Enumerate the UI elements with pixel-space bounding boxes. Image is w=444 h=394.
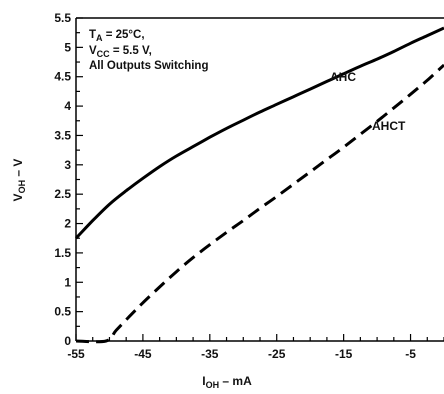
x-tick-label: -55	[67, 347, 85, 361]
y-tick-label: 2	[64, 217, 71, 231]
y-tick-label: 5	[64, 40, 71, 54]
y-tick-label: 3.5	[54, 128, 71, 142]
series-lines	[74, 26, 444, 344]
y-tick-label: 4	[64, 99, 71, 113]
x-tick-label: -25	[268, 347, 286, 361]
y-tick-label: 0	[64, 334, 71, 348]
x-tick-label: -5	[405, 347, 416, 361]
annotation-temperature: TA = 25°C,	[89, 29, 145, 43]
y-axis-label: VOH – V	[11, 159, 27, 202]
y-tick-label: 0.5	[54, 305, 71, 319]
conditions-annotation: TA = 25°C, VCC = 5.5 V, All Outputs Swit…	[89, 29, 208, 72]
y-tick-label: 5.5	[54, 11, 71, 25]
series-line-ahct	[75, 63, 444, 344]
x-tick-label: -15	[335, 347, 353, 361]
y-tick-label: 4.5	[54, 70, 71, 84]
y-tick-label: 1	[64, 275, 71, 289]
y-tick-label: 3	[64, 158, 71, 172]
y-tick-label: 1.5	[54, 246, 71, 260]
x-tick-label: -45	[134, 347, 152, 361]
tick-labels: 0 0.5 1 1.5 2 2.5 3 3.5 4 4.5 5 5.5 -55 -45 -35 -25 -15 -…	[54, 11, 416, 361]
annotation-supply-voltage: VCC = 5.5 V,	[89, 45, 152, 59]
annotation-switching: All Outputs Switching	[89, 60, 208, 72]
series-label-ahc: AHC	[330, 70, 356, 84]
tick-marks	[75, 17, 444, 342]
y-tick-label: 2.5	[54, 187, 71, 201]
x-tick-label: -35	[201, 347, 219, 361]
x-axis-label: IOH – mA	[202, 374, 252, 390]
series-label-ahct: AHCT	[372, 119, 406, 133]
series-line-ahc	[74, 26, 444, 240]
